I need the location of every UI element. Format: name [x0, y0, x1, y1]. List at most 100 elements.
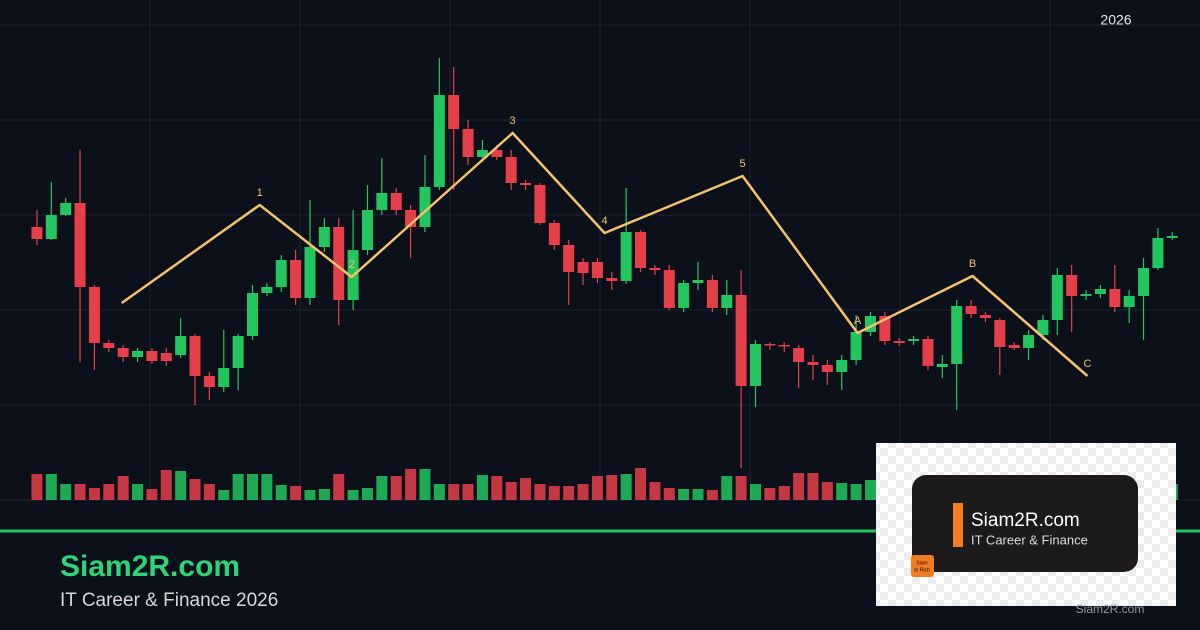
candle-body [45, 215, 57, 239]
volume-bar [376, 476, 388, 500]
volume-bar [548, 486, 560, 500]
volume-bar [88, 488, 100, 500]
candle-body [821, 365, 833, 372]
logo-box [912, 475, 1138, 572]
volume-bar [45, 474, 57, 500]
volume-bar [692, 489, 704, 500]
candle-body [577, 262, 589, 273]
candle-body [649, 268, 661, 270]
candle-body [1037, 320, 1049, 335]
volume-bar [419, 469, 431, 500]
volume-bar [649, 482, 661, 500]
candle-body [290, 260, 302, 298]
wave-label: 1 [257, 187, 263, 199]
volume-bar [735, 476, 747, 500]
candle-body [1138, 268, 1150, 296]
wave-label: 2 [349, 259, 355, 271]
volume-bar [261, 474, 273, 500]
volume-bar [290, 486, 302, 500]
volume-bar [577, 484, 589, 500]
volume-bar [189, 479, 201, 500]
volume-bar [620, 474, 632, 500]
candle-body [333, 227, 345, 300]
tagline: IT Career & Finance 2026 [60, 590, 278, 611]
volume-bar [232, 474, 244, 500]
candle-body [1123, 296, 1135, 307]
volume-bar [333, 474, 345, 500]
candle-body [261, 287, 273, 293]
volume-bar [764, 488, 776, 500]
volume-bar [218, 490, 230, 500]
candle-body [620, 232, 632, 281]
volume-bar [534, 484, 546, 500]
logo-bar [953, 503, 963, 547]
candle-body [807, 362, 819, 365]
logo-icon [911, 555, 934, 577]
candle-body [448, 95, 460, 129]
volume-bar [706, 490, 718, 500]
candle-body [304, 247, 316, 298]
brand: Siam2R.com [60, 550, 240, 583]
volume-bar [304, 490, 316, 500]
year-label: 2026 [1100, 12, 1131, 28]
candle-body [462, 129, 474, 157]
candle-body [175, 336, 187, 355]
candle-body [31, 227, 43, 239]
candle-body [591, 262, 603, 278]
candle-body [1023, 335, 1035, 348]
candle-body [376, 193, 388, 210]
candle-body [548, 223, 560, 245]
volume-bar [405, 469, 417, 500]
candle-body [419, 187, 431, 227]
wave-label: 3 [510, 115, 516, 127]
candle-body [778, 345, 790, 347]
volume-bar [491, 476, 503, 500]
candle-body [850, 332, 862, 360]
candle-body [1109, 289, 1121, 307]
grid [0, 0, 1200, 501]
volume-bar [793, 473, 805, 500]
volume-bar [361, 488, 373, 500]
candle-body [505, 157, 517, 183]
candle-body [979, 315, 991, 318]
candle-body [764, 344, 776, 346]
candle-body [476, 150, 488, 157]
candle-body [864, 316, 876, 332]
candle-body [836, 360, 848, 372]
volume-bar [721, 476, 733, 500]
candle-body [74, 203, 86, 287]
logo-icon-text: to Rich [914, 567, 930, 573]
candle-body [132, 351, 144, 357]
volume-bar [678, 489, 690, 500]
candle-body [721, 295, 733, 308]
candle-body [232, 336, 244, 368]
candle-body [189, 336, 201, 376]
volume-bar [347, 490, 359, 500]
candle-body [117, 348, 129, 357]
candle-body [908, 339, 920, 341]
volume-bar [606, 475, 618, 500]
candle-body [1051, 275, 1063, 320]
volume-bar [778, 486, 790, 500]
candle-body [692, 280, 704, 283]
candle-body [994, 320, 1006, 347]
candle-body [735, 295, 747, 386]
candle-body [218, 368, 230, 387]
volume-bar [175, 471, 187, 500]
wave-label: 5 [740, 158, 746, 170]
candle-body [879, 316, 891, 341]
candle-body [275, 260, 287, 287]
volume-bar [821, 482, 833, 500]
candle-body [1152, 238, 1164, 268]
candle-body [405, 210, 417, 227]
volume-bar [476, 475, 488, 500]
candle-body [706, 280, 718, 308]
volume-bar [807, 473, 819, 500]
candle-body [1166, 236, 1178, 238]
volume-bar [850, 484, 862, 500]
logo-icon-text: Siam [916, 560, 927, 566]
candle-body [534, 185, 546, 223]
volume-bar [160, 470, 172, 500]
volume-bar [31, 474, 43, 500]
